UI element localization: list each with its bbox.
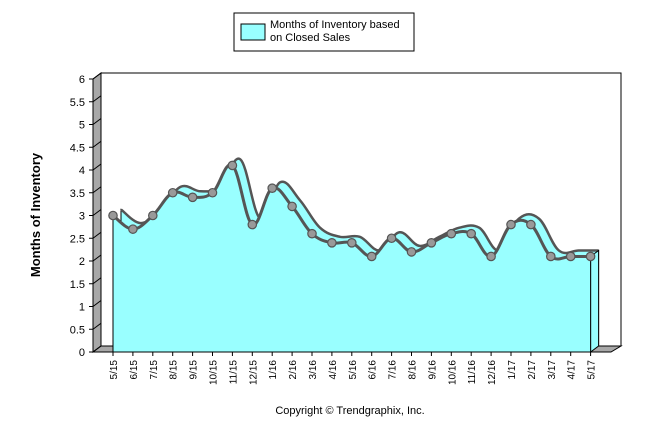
- data-point-5-16[interactable]: [346, 238, 357, 248]
- y-tick-diagonal: [92, 209, 102, 216]
- y-tick-label: 4.5: [70, 142, 85, 154]
- data-point-3-16[interactable]: [307, 228, 317, 239]
- y-tick-label: 6: [79, 74, 85, 86]
- series-line-back: [120, 157, 599, 255]
- y-tick-label: 2: [79, 256, 85, 268]
- data-point-8-15[interactable]: [167, 187, 178, 198]
- y-axis: 0 0.5 1 1.5 2 2.5 3 3.5 4 4.5 5 5.5 6: [70, 72, 102, 359]
- y-tick-diagonal: [92, 118, 102, 125]
- y-tick-label: 2.5: [70, 233, 85, 245]
- y-tick-label: 0: [79, 347, 85, 359]
- data-point-1-16[interactable]: [267, 183, 277, 193]
- x-tick-label: 2/16: [288, 360, 299, 380]
- x-tick-label: 5/16: [348, 360, 359, 380]
- x-tick-label: 9/15: [189, 360, 200, 380]
- legend-swatch: [240, 23, 266, 41]
- y-tick-diagonal: [92, 95, 102, 103]
- y-tick-label: 5.5: [70, 97, 85, 109]
- data-point-11-16[interactable]: [466, 228, 476, 239]
- x-tick-label: 3/16: [308, 360, 319, 380]
- data-point-5-17[interactable]: [585, 251, 596, 262]
- data-point-7-16[interactable]: [386, 233, 397, 244]
- y-tick-diagonal: [92, 163, 102, 171]
- data-point-6-15[interactable]: [128, 224, 138, 234]
- area-right-face: [590, 249, 600, 353]
- x-tick-label: 11/15: [228, 360, 239, 385]
- data-point-9-16[interactable]: [426, 238, 437, 248]
- x-tick-label: 10/16: [447, 360, 458, 385]
- y-tick-label: 0.5: [70, 324, 85, 336]
- data-point-4-17[interactable]: [565, 251, 576, 262]
- x-tick-label: 8/16: [408, 360, 419, 380]
- x-tick-label: 7/15: [149, 360, 160, 380]
- x-tick-label: 8/15: [169, 360, 180, 380]
- x-tick-label: 7/16: [388, 360, 399, 380]
- data-point-12-15[interactable]: [247, 219, 258, 230]
- data-point-7-15[interactable]: [148, 210, 158, 221]
- data-point-3-17[interactable]: [545, 251, 556, 262]
- x-tick-label: 3/17: [547, 360, 558, 380]
- x-tick-label: 6/16: [368, 360, 379, 380]
- x-tick-label: 9/16: [427, 360, 438, 380]
- legend-label-line1: Months of Inventory based: [270, 19, 400, 31]
- data-point-10-15[interactable]: [207, 187, 218, 198]
- data-point-1-17[interactable]: [506, 219, 516, 230]
- y-tick-diagonal: [92, 277, 102, 285]
- y-tick-label: 3.5: [70, 188, 85, 200]
- x-tick-label: 10/15: [209, 360, 220, 385]
- y-tick-label: 1: [79, 302, 85, 314]
- legend-label-line2: on Closed Sales: [270, 32, 351, 44]
- data-point-9-15[interactable]: [187, 192, 198, 203]
- data-point-5-15[interactable]: [108, 210, 118, 221]
- x-tick-label: 5/15: [109, 360, 120, 380]
- x-tick-label: 6/15: [129, 360, 140, 380]
- data-point-2-17[interactable]: [526, 219, 536, 230]
- y-tick-label: 4: [79, 165, 85, 177]
- y-tick-diagonal: [92, 300, 102, 307]
- x-tick-label: 4/16: [328, 360, 339, 380]
- y-tick-diagonal: [92, 254, 102, 262]
- y-tick-label: 3: [79, 211, 85, 223]
- data-point-6-16[interactable]: [366, 251, 377, 262]
- y-tick-diagonal: [92, 345, 102, 353]
- y-tick-diagonal: [92, 231, 102, 239]
- x-tick-label: 12/15: [248, 360, 259, 385]
- data-point-8-16[interactable]: [406, 247, 417, 257]
- data-point-2-16[interactable]: [287, 201, 297, 212]
- x-tick-label: 2/17: [527, 360, 538, 380]
- legend: Months of Inventory based on Closed Sale…: [233, 12, 415, 52]
- data-point-4-16[interactable]: [327, 238, 337, 248]
- y-axis-title: Months of Inventory: [28, 152, 43, 277]
- x-tick-label: 12/16: [487, 360, 498, 385]
- y-tick-label: 5: [79, 120, 85, 132]
- data-point-12-16[interactable]: [486, 251, 496, 262]
- copyright-footer: Copyright © Trendgraphix, Inc.: [275, 405, 424, 417]
- data-point-10-16[interactable]: [446, 228, 457, 239]
- x-tick-label: 11/16: [467, 360, 478, 385]
- y-tick-diagonal: [92, 72, 102, 80]
- x-tick-label: 5/17: [587, 360, 598, 380]
- y-tick-diagonal: [92, 322, 102, 330]
- series-layer: [108, 157, 600, 353]
- data-point-11-15[interactable]: [227, 160, 238, 171]
- x-axis: 5/15 6/15 7/15 8/15 9/15 10/15 11/15 12/15 1/16 2…: [93, 351, 611, 385]
- y-tick-label: 1.5: [70, 279, 85, 291]
- x-tick-label: 4/17: [567, 360, 578, 380]
- x-tick-label: 1/17: [507, 360, 518, 380]
- x-tick-label: 1/16: [268, 360, 279, 380]
- y-tick-diagonal: [92, 140, 102, 148]
- y-tick-diagonal: [92, 186, 102, 194]
